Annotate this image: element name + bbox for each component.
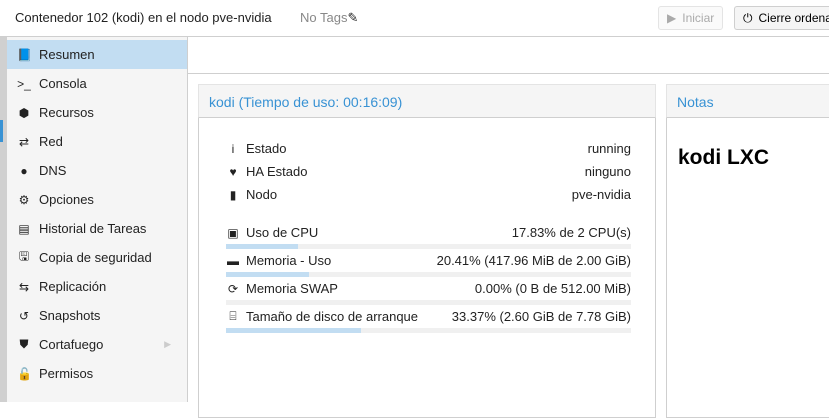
- usage-progress-bar: [226, 244, 631, 249]
- expand-arrow-icon[interactable]: ▶: [164, 339, 171, 350]
- notes-panel: Notas kodi LXC: [666, 84, 829, 418]
- status-row: ▮ Nodo pve-nvidia: [226, 187, 631, 202]
- sidebar-item-label: Historial de Tareas: [39, 221, 146, 236]
- terminal-icon: >_: [17, 77, 31, 91]
- sidebar-item-snapshots[interactable]: ↺ Snapshots: [7, 301, 187, 330]
- sidebar-item-label: Cortafuego: [39, 337, 103, 352]
- sidebar-item-label: Consola: [39, 76, 87, 91]
- status-label: HA Estado: [246, 164, 307, 179]
- notes-body[interactable]: kodi LXC: [666, 118, 829, 418]
- resize-strip[interactable]: [0, 37, 7, 402]
- sidebar-item-label: Red: [39, 134, 63, 149]
- page-title: Contenedor 102 (kodi) en el nodo pve-nvi…: [15, 10, 272, 25]
- shield-icon: ⛊: [17, 337, 31, 352]
- heartbeat-icon: ♥: [226, 165, 240, 179]
- notes-content: kodi LXC: [678, 146, 769, 170]
- notes-header: Notas: [666, 84, 829, 118]
- summary-title: kodi (Tiempo de uso: 00:16:09): [198, 84, 656, 118]
- summary-panel: kodi (Tiempo de uso: 00:16:09) i Estado ru…: [198, 84, 656, 418]
- sidebar-item-cortafuego[interactable]: ⛊ Cortafuego ▶: [7, 330, 187, 359]
- power-icon: ⏻: [743, 11, 753, 26]
- start-label: Iniciar: [682, 11, 714, 25]
- sidebar-item-label: Permisos: [39, 366, 93, 381]
- hdd-icon: ⌸: [226, 309, 240, 324]
- sidebar-item-label: Recursos: [39, 105, 94, 120]
- usage-row: ▬ Memoria - Uso 20.41% (417.96 MiB de 2.00…: [226, 253, 631, 268]
- status-row: i Estado running: [226, 141, 631, 156]
- shutdown-label: Cierre ordena: [759, 11, 829, 25]
- usage-label: Memoria - Uso: [246, 253, 331, 268]
- sidebar-item-consola[interactable]: >_ Consola: [7, 69, 187, 98]
- status-value: running: [588, 141, 631, 156]
- status-value: pve-nvidia: [572, 187, 631, 202]
- cpu-icon: ▣: [226, 226, 240, 240]
- usage-label: Uso de CPU: [246, 225, 318, 240]
- usage-progress-bar: [226, 328, 631, 333]
- exchange-icon: ⇄: [17, 135, 31, 149]
- cube-icon: ⬢: [17, 106, 31, 120]
- usage-label: Memoria SWAP: [246, 281, 338, 296]
- usage-value: 0.00% (0 B de 512.00 MiB): [475, 281, 631, 296]
- usage-value: 17.83% de 2 CPU(s): [512, 225, 631, 240]
- history-icon: ↺: [17, 309, 31, 323]
- sidebar-item-label: Snapshots: [39, 308, 100, 323]
- floppy-icon: 🖫: [17, 247, 31, 268]
- usage-label: Tamaño de disco de arranque: [246, 309, 418, 324]
- book-icon: 📘: [17, 48, 31, 62]
- list-icon: ▤: [17, 222, 31, 236]
- sidebar-item-dns[interactable]: ● DNS: [7, 156, 187, 185]
- sidebar-item-label: Opciones: [39, 192, 94, 207]
- memory-icon: ▬: [226, 254, 240, 268]
- pencil-icon[interactable]: ✎: [347, 10, 358, 25]
- sidebar-item-replicaci-n[interactable]: ⇆ Replicación: [7, 272, 187, 301]
- sidebar: 📘 Resumen >_ Consola ⬢ Recursos ⇄ Red ● DNS ⚙ Opcio…: [7, 37, 188, 402]
- usage-progress-fill: [226, 272, 309, 277]
- globe-icon: ●: [17, 164, 31, 178]
- shutdown-button[interactable]: ⏻ Cierre ordena: [734, 6, 829, 30]
- play-icon: ▶: [667, 11, 676, 25]
- sidebar-item-label: Resumen: [39, 47, 95, 62]
- top-bar: Contenedor 102 (kodi) en el nodo pve-nvi…: [0, 0, 829, 37]
- content-toolbar: [188, 37, 829, 74]
- usage-progress-fill: [226, 328, 361, 333]
- gear-icon: ⚙: [17, 193, 31, 207]
- status-label: Estado: [246, 141, 286, 156]
- sidebar-item-copia-de-seguridad[interactable]: 🖫 Copia de seguridad: [7, 243, 187, 272]
- sidebar-item-recursos[interactable]: ⬢ Recursos: [7, 98, 187, 127]
- status-value: ninguno: [585, 164, 631, 179]
- sidebar-item-historial-de-tareas[interactable]: ▤ Historial de Tareas: [7, 214, 187, 243]
- refresh-icon: ⟳: [226, 282, 240, 296]
- status-label: Nodo: [246, 187, 277, 202]
- sidebar-item-red[interactable]: ⇄ Red: [7, 127, 187, 156]
- usage-row: ⟳ Memoria SWAP 0.00% (0 B de 512.00 MiB): [226, 281, 631, 296]
- server-icon: ▮: [226, 188, 240, 202]
- start-button[interactable]: ▶ Iniciar: [658, 6, 723, 30]
- retweet-icon: ⇆: [17, 280, 31, 294]
- sidebar-item-opciones[interactable]: ⚙ Opciones: [7, 185, 187, 214]
- unlock-icon: 🔓: [17, 367, 31, 381]
- usage-value: 20.41% (417.96 MiB de 2.00 GiB): [437, 253, 631, 268]
- usage-row: ▣ Uso de CPU 17.83% de 2 CPU(s): [226, 225, 631, 240]
- usage-progress-bar: [226, 300, 631, 305]
- sidebar-item-label: Replicación: [39, 279, 106, 294]
- usage-row: ⌸ Tamaño de disco de arranque 33.37% (2.60…: [226, 309, 631, 324]
- sidebar-item-label: Copia de seguridad: [39, 250, 152, 265]
- usage-value: 33.37% (2.60 GiB de 7.78 GiB): [452, 309, 631, 324]
- tags-label: No Tags: [300, 10, 347, 25]
- sidebar-item-label: DNS: [39, 163, 66, 178]
- sidebar-item-resumen[interactable]: 📘 Resumen: [7, 40, 187, 69]
- tags[interactable]: No Tags✎: [300, 10, 358, 26]
- status-row: ♥ HA Estado ninguno: [226, 164, 631, 179]
- usage-progress-fill: [226, 244, 298, 249]
- usage-progress-bar: [226, 272, 631, 277]
- info-icon: i: [226, 142, 240, 156]
- sidebar-item-permisos[interactable]: 🔓 Permisos: [7, 359, 187, 388]
